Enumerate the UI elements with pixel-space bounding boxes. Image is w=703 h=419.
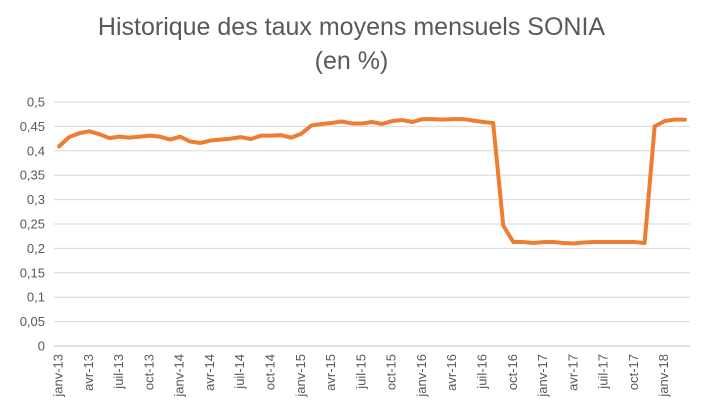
- x-tick-label: janv-17: [535, 354, 550, 398]
- y-tick-label: 0,15: [20, 265, 45, 280]
- y-tick-label: 0,5: [27, 95, 45, 110]
- x-tick-label: oct-13: [141, 354, 156, 390]
- chart-subtitle: (en %): [314, 47, 389, 75]
- x-tick-label: juil-14: [232, 354, 247, 390]
- y-tick-label: 0: [38, 339, 45, 354]
- y-tick-label: 0,25: [20, 217, 45, 232]
- x-tick-label: avr-17: [565, 354, 580, 391]
- x-tick-label: oct-17: [626, 354, 641, 390]
- x-tick-label: janv-14: [172, 354, 187, 398]
- x-tick-label: oct-15: [384, 354, 399, 390]
- x-tick-label: janv-13: [50, 354, 65, 398]
- chart-title: Historique des taux moyens mensuels SONI…: [97, 13, 606, 41]
- x-tick-label: avr-15: [323, 354, 338, 391]
- y-tick-label: 0,3: [27, 192, 45, 207]
- x-tick-label: janv-18: [656, 354, 671, 398]
- series-line: [57, 117, 687, 246]
- y-tick-label: 0,35: [20, 168, 45, 183]
- y-tick-label: 0,4: [27, 143, 45, 158]
- y-tick-label: 0,45: [20, 119, 45, 134]
- x-tick-label: janv-15: [293, 354, 308, 398]
- x-tick-label: oct-16: [505, 354, 520, 390]
- x-tick-label: oct-14: [262, 354, 277, 390]
- x-tick-label: avr-14: [202, 354, 217, 391]
- x-tick-label: juil-13: [111, 354, 126, 390]
- x-tick-label: juil-15: [353, 354, 368, 390]
- y-tick-label: 0,1: [27, 290, 45, 305]
- y-tick-label: 0,2: [27, 241, 45, 256]
- x-tick-label: juil-17: [596, 354, 611, 390]
- x-tick-label: juil-16: [474, 354, 489, 390]
- x-tick-label: avr-16: [444, 354, 459, 391]
- y-tick-label: 0,05: [20, 314, 45, 329]
- x-tick-label: janv-16: [414, 354, 429, 398]
- chart-title-block: Historique des taux moyens mensuels SONI…: [0, 10, 703, 78]
- x-tick-label: avr-13: [81, 354, 96, 391]
